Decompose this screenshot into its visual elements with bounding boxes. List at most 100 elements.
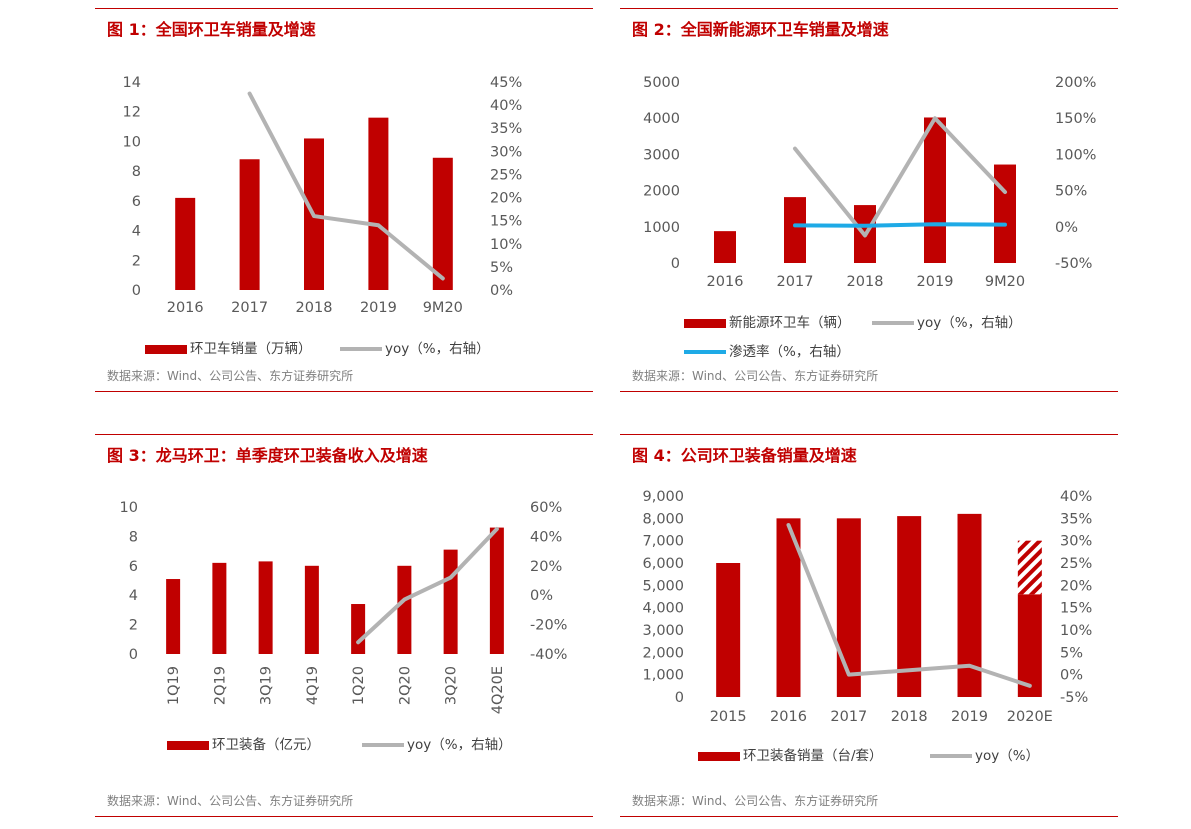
legend-swatch (684, 318, 726, 328)
legend-swatch (872, 321, 914, 325)
x-tick-label: 2016 (770, 709, 807, 725)
bar (304, 565, 319, 654)
x-tick-label: 2Q19 (212, 666, 228, 705)
right-tick-label: 50% (1055, 184, 1087, 200)
left-tick-label: 0 (129, 647, 138, 663)
figure-title: 图 1：全国环卫车销量及增速 (107, 20, 316, 39)
chart-fig1: 0 2 4 6 8 10 12 14 0% 5% 10% 15% 20% 25% 30% 35% 40% 45% 2… (123, 75, 523, 316)
x-tick-label: 9M20 (423, 300, 463, 316)
legend-label: 渗透率（%，右轴） (729, 344, 850, 360)
x-tick-label: 2016 (707, 274, 744, 290)
legend-label: 环卫装备销量（台/套） (743, 748, 883, 764)
bar (239, 159, 260, 290)
right-tick-label: -50% (1055, 256, 1092, 272)
bar (994, 164, 1016, 263)
x-tick-label: 2018 (847, 274, 884, 290)
chart-fig2: 0 1000 2000 3000 4000 5000 -50% 0% 50% 100% 150% 20… (643, 75, 1096, 290)
legend-label: yoy（%，右轴） (385, 341, 490, 357)
left-tick-label: 4,000 (642, 601, 684, 617)
source-note: 数据来源：Wind、公司公告、东方证券研究所 (107, 369, 354, 383)
title-rule (95, 8, 593, 9)
left-tick-label: 4000 (643, 111, 680, 127)
x-tick-label: 4Q20E (490, 666, 506, 714)
bar (351, 604, 366, 654)
x-tick-label: 2016 (167, 300, 204, 316)
legend-item-line: yoy（%，右轴） (872, 311, 1022, 331)
legend-label: 新能源环卫车（辆） (729, 315, 851, 331)
chart-fig3: 0 2 4 6 8 10 -40% -20% 0% 20% 40% 60% 1Q19 2Q19 3Q19 4Q… (120, 500, 568, 714)
right-tick-label: 5% (1060, 645, 1083, 661)
bar (175, 197, 196, 290)
bar (1017, 594, 1042, 697)
left-tick-label: 2000 (643, 184, 680, 200)
left-tick-label: 6,000 (642, 556, 684, 572)
right-tick-label: 60% (530, 500, 562, 516)
bottom-rule (95, 816, 593, 817)
bar (836, 518, 861, 697)
left-tick-label: 3,000 (642, 623, 684, 639)
yoy-line (793, 116, 1007, 238)
figure-1: 图 1：全国环卫车销量及增速 0 2 4 6 8 10 12 14 0% 5% 10% 15% 20% 2… (95, 0, 593, 400)
left-tick-label: 8 (129, 529, 138, 545)
bar (897, 516, 922, 697)
legend-label: yoy（%，右轴） (917, 315, 1022, 331)
x-tick-label: 9M20 (985, 274, 1025, 290)
x-tick-label: 2018 (296, 300, 333, 316)
right-tick-label: 25% (490, 167, 522, 183)
right-tick-label: 15% (1060, 601, 1092, 617)
legend-item-bar: 环卫装备（亿元） (167, 733, 320, 753)
yoy-line (247, 91, 445, 281)
bottom-rule (620, 816, 1118, 817)
legend-item-line: yoy（%） (930, 744, 1039, 764)
right-tick-label: -5% (1060, 690, 1088, 706)
left-tick-label: 0 (671, 256, 680, 272)
title-rule (620, 434, 1118, 435)
figure-title: 图 2：全国新能源环卫车销量及增速 (632, 20, 889, 39)
x-tick-label: 2018 (891, 709, 928, 725)
right-tick-label: 30% (490, 144, 522, 160)
title-rule (95, 434, 593, 435)
x-tick-label: 3Q19 (259, 666, 275, 705)
legend-item-bar: 环卫车销量（万辆） (145, 337, 312, 357)
figure-title: 图 4：公司环卫装备销量及增速 (632, 446, 857, 465)
right-tick-label: 150% (1055, 111, 1096, 127)
x-tick-label: 2020E (1007, 709, 1053, 725)
bar-projected (1017, 540, 1042, 595)
right-tick-label: 200% (1055, 75, 1096, 91)
right-tick-label: -40% (530, 647, 567, 663)
right-tick-label: 10% (490, 237, 522, 253)
bar (784, 197, 806, 263)
left-tick-label: 7,000 (642, 534, 684, 550)
x-tick-label: 3Q20 (444, 666, 460, 705)
legend-swatch (167, 740, 209, 750)
left-tick-label: 4 (132, 224, 141, 240)
left-tick-label: 8,000 (642, 511, 684, 527)
bar (714, 231, 736, 263)
legend-item-bar: 环卫装备销量（台/套） (698, 744, 883, 764)
bar (397, 565, 412, 654)
legend-item-line: yoy（%，右轴） (340, 337, 490, 357)
legend-swatch (684, 350, 726, 354)
x-tick-label: 2017 (830, 709, 867, 725)
right-tick-label: 40% (1060, 489, 1092, 505)
legend-label: 环卫装备（亿元） (212, 737, 320, 753)
bottom-rule (95, 391, 593, 392)
left-tick-label: 9,000 (642, 489, 684, 505)
right-tick-label: 0% (1055, 220, 1078, 236)
x-tick-label: 2019 (360, 300, 397, 316)
right-tick-label: 20% (490, 191, 522, 207)
legend-label: yoy（%） (975, 748, 1040, 764)
left-tick-label: 14 (123, 75, 141, 91)
right-tick-label: 40% (530, 529, 562, 545)
right-tick-label: 5% (490, 260, 513, 276)
right-tick-label: 0% (1060, 668, 1083, 684)
x-tick-label: 1Q19 (166, 666, 182, 705)
left-tick-label: 0 (675, 690, 684, 706)
figure-title: 图 3：龙马环卫：单季度环卫装备收入及增速 (107, 446, 428, 465)
x-tick-label: 2Q20 (397, 666, 413, 705)
left-tick-label: 2 (129, 618, 138, 634)
right-tick-label: 20% (1060, 578, 1092, 594)
bar (443, 549, 458, 654)
left-tick-label: 5,000 (642, 578, 684, 594)
bar (489, 527, 504, 654)
